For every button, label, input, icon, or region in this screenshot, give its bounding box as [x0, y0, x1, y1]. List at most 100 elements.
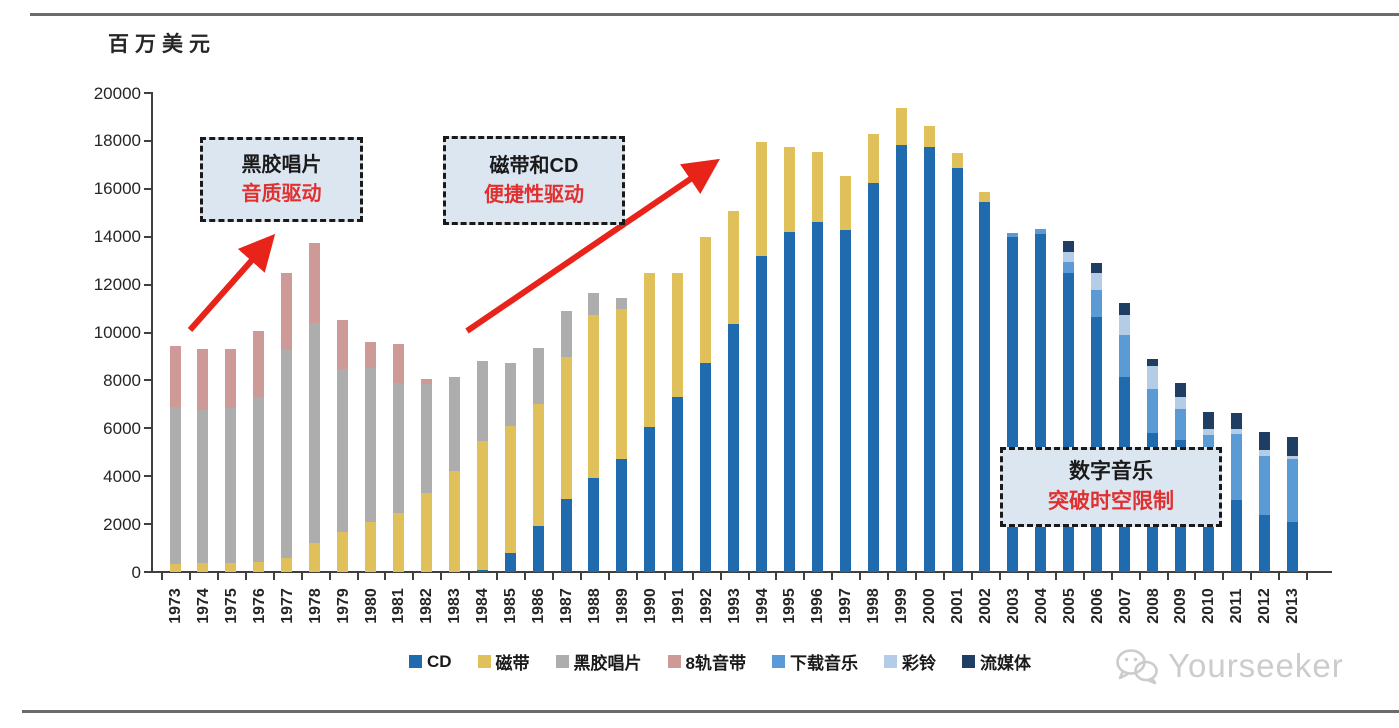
bar-1982-8轨音带	[420, 379, 432, 384]
bar-1997-磁带	[839, 175, 851, 230]
y-axis-tick	[144, 235, 152, 238]
bar-2012-CD	[1258, 514, 1270, 572]
x-tick-label: 1989	[613, 588, 631, 624]
bar-2007-彩铃	[1119, 315, 1131, 336]
bar-1982-黑胶唱片	[420, 383, 432, 493]
legend-label: 8轨音带	[685, 654, 747, 673]
y-axis-tick	[144, 523, 152, 526]
bar-1988-黑胶唱片	[588, 292, 600, 315]
x-axis-tick	[384, 573, 387, 580]
x-tick-label: 2005	[1060, 588, 1078, 624]
bar-2003-CD	[1007, 236, 1019, 572]
bar-1973-8轨音带	[169, 345, 181, 407]
y-tick-label: 14000	[93, 227, 141, 247]
x-tick-label: 1982	[418, 588, 436, 624]
x-axis-tick	[328, 573, 331, 580]
legend-swatch-icon	[408, 655, 422, 668]
x-axis-tick	[775, 573, 778, 580]
bar-2002-CD	[979, 201, 991, 572]
bar-2009-下载音乐	[1174, 409, 1186, 441]
x-axis-tick	[1026, 573, 1029, 580]
x-tick-label: 1987	[558, 588, 576, 624]
x-tick-label: 1996	[809, 588, 827, 624]
legend-item-磁带: 磁带	[477, 649, 530, 674]
x-axis-tick	[244, 573, 247, 580]
y-axis-tick	[144, 139, 152, 142]
bar-1991-磁带	[672, 272, 684, 397]
y-tick-label: 16000	[93, 179, 141, 199]
bar-1983-黑胶唱片	[448, 376, 460, 472]
x-tick-label: 1975	[222, 588, 240, 624]
annotation-vinyl-subtitle: 音质驱动	[241, 182, 322, 205]
x-axis-tick	[188, 573, 191, 580]
bar-1985-黑胶唱片	[504, 362, 516, 427]
y-axis-line	[151, 92, 153, 573]
bar-1989-黑胶唱片	[616, 298, 628, 310]
y-axis-tick	[144, 283, 152, 286]
chart-legend: CD 磁带 黑胶唱片 8轨音带 下载音乐 彩铃 流媒体	[110, 649, 1330, 674]
x-axis-tick	[161, 573, 164, 580]
bar-1990-CD	[644, 427, 656, 572]
x-tick-label: 2013	[1284, 588, 1302, 624]
bar-1974-磁带	[197, 562, 209, 572]
bar-1997-CD	[839, 229, 851, 572]
x-tick-label: 1974	[194, 588, 212, 624]
legend-label: 流媒体	[980, 654, 1032, 673]
x-axis-tick	[579, 573, 582, 580]
bar-2000-CD	[923, 147, 935, 572]
x-tick-label: 2000	[921, 588, 939, 624]
bar-2006-彩铃	[1091, 273, 1103, 290]
bar-1989-磁带	[616, 309, 628, 459]
x-tick-label: 1994	[753, 588, 771, 624]
x-axis-tick	[412, 573, 415, 580]
bar-1986-黑胶唱片	[532, 348, 544, 405]
x-axis-tick	[1110, 573, 1113, 580]
bottom-divider	[22, 710, 1399, 713]
x-axis-tick	[1166, 573, 1169, 580]
bar-2002-磁带	[979, 192, 991, 202]
annotation-digital-subtitle: 突破时空限制	[1048, 490, 1174, 513]
bar-2008-流媒体	[1147, 359, 1159, 366]
y-axis-tick	[144, 571, 152, 573]
legend-label: 下载音乐	[790, 654, 859, 673]
bar-1995-磁带	[783, 146, 795, 232]
x-tick-label: 1986	[530, 588, 548, 624]
x-tick-label: 2012	[1256, 588, 1274, 624]
y-tick-label: 12000	[93, 275, 141, 295]
bar-1998-磁带	[867, 133, 879, 184]
x-axis-tick	[216, 573, 219, 580]
x-axis-tick	[887, 573, 890, 580]
y-axis-tick	[144, 379, 152, 382]
bar-1980-黑胶唱片	[365, 368, 376, 522]
x-axis-tick	[691, 573, 694, 580]
bar-1976-黑胶唱片	[253, 396, 265, 562]
bar-1975-8轨音带	[225, 349, 237, 408]
bar-1976-8轨音带	[253, 331, 265, 397]
wechat-icon	[1116, 649, 1158, 685]
bar-1985-CD	[504, 553, 516, 572]
bar-1994-CD	[756, 255, 768, 572]
bar-1986-磁带	[532, 404, 544, 527]
legend-item-8轨音带: 8轨音带	[667, 649, 747, 674]
bar-1991-CD	[672, 396, 684, 572]
bar-2004-CD	[1035, 234, 1047, 572]
x-axis-tick	[356, 573, 359, 580]
x-axis-tick	[272, 573, 275, 580]
x-axis-tick	[747, 573, 750, 580]
x-axis-tick	[943, 573, 946, 580]
bar-2005-彩铃	[1063, 252, 1075, 263]
bar-1978-8轨音带	[309, 242, 321, 323]
x-tick-label: 1978	[306, 588, 324, 624]
y-tick-label: 4000	[103, 466, 141, 486]
x-tick-label: 2004	[1032, 588, 1050, 624]
bar-1990-磁带	[644, 272, 656, 428]
bar-1977-8轨音带	[281, 273, 293, 350]
bar-1987-CD	[560, 498, 572, 572]
legend-item-流媒体: 流媒体	[962, 649, 1031, 674]
bar-1982-磁带	[420, 492, 432, 572]
bar-1978-黑胶唱片	[309, 322, 321, 544]
bar-1996-CD	[811, 221, 823, 572]
watermark: Yourseeker	[1114, 645, 1344, 687]
y-axis-tick	[144, 331, 152, 334]
